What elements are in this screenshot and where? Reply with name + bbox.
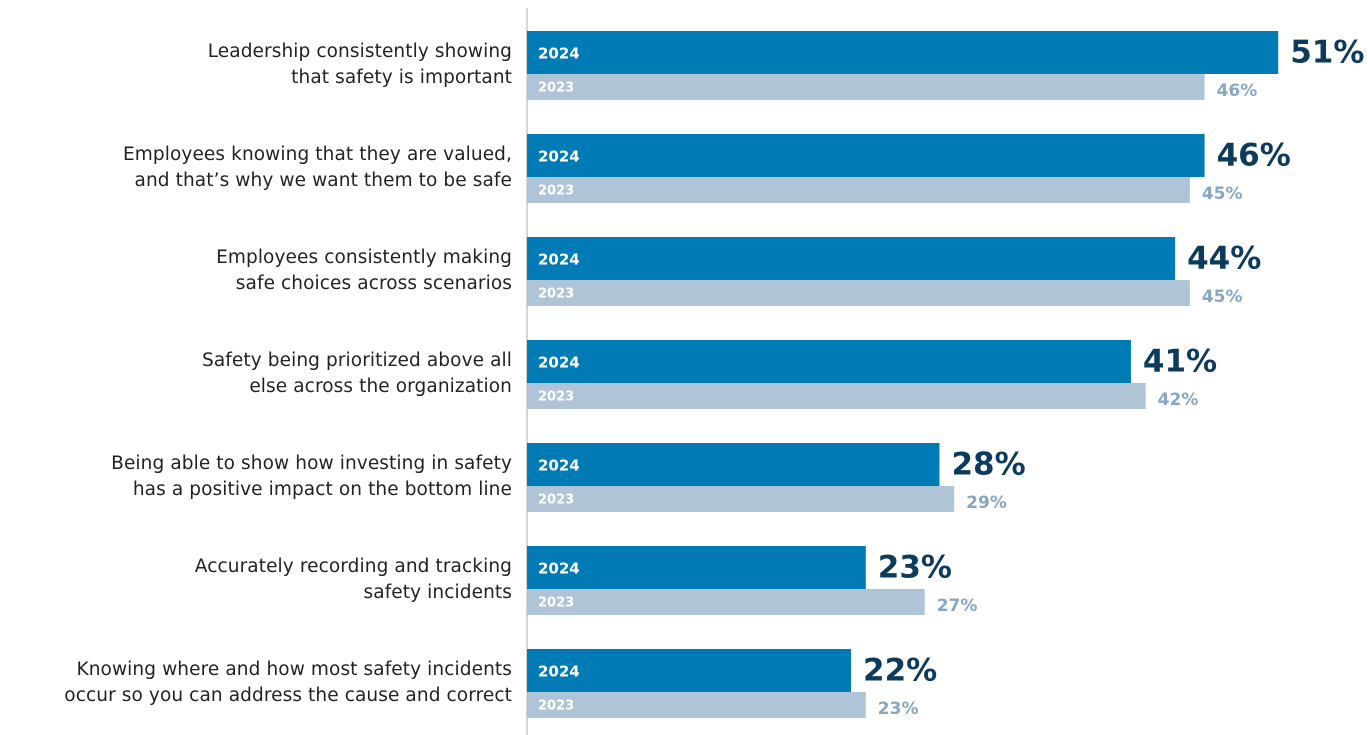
bar (527, 649, 852, 692)
bar (527, 134, 1205, 177)
category-label: Leadership consistently showing that saf… (207, 41, 512, 88)
value-label: 23% (878, 699, 919, 719)
value-label: 45% (1202, 287, 1243, 307)
series-label: 2023 (538, 390, 574, 405)
value-label: 46% (1217, 138, 1291, 174)
series-label: 2024 (538, 251, 580, 269)
series-label: 2024 (538, 148, 580, 166)
series-label: 2023 (538, 81, 574, 96)
value-label: 22% (863, 653, 937, 689)
series-label: 2024 (538, 457, 580, 475)
series-label: 2023 (538, 184, 574, 199)
value-label: 51% (1290, 35, 1364, 71)
category-label: Knowing where and how most safety incide… (64, 659, 512, 706)
bar (527, 177, 1190, 203)
category-label: Safety being prioritized above all else … (202, 350, 512, 397)
series-label: 2023 (538, 287, 574, 302)
category-label: Employees consistently making safe choic… (216, 247, 512, 294)
bar (527, 546, 866, 589)
bar (527, 340, 1131, 383)
value-label: 28% (951, 447, 1025, 483)
value-label: 46% (1217, 81, 1258, 101)
series-label: 2024 (538, 354, 580, 372)
bar (527, 692, 866, 718)
bar (527, 383, 1146, 409)
category-label: Employees knowing that they are valued, … (122, 144, 512, 191)
value-label: 29% (966, 493, 1007, 513)
series-label: 2023 (538, 596, 574, 611)
category-label: Accurately recording and tracking safety… (194, 556, 512, 603)
bar (527, 31, 1279, 74)
series-label: 2024 (538, 560, 580, 578)
bar (527, 443, 940, 486)
value-label: 27% (937, 596, 978, 616)
bar (527, 589, 925, 615)
bar (527, 486, 955, 512)
series-label: 2023 (538, 493, 574, 508)
bar (527, 280, 1190, 306)
series-label: 2024 (538, 45, 580, 63)
value-label: 44% (1187, 241, 1261, 277)
series-label: 2024 (538, 663, 580, 681)
category-label: Being able to show how investing in safe… (111, 453, 512, 500)
bar (527, 74, 1205, 100)
value-label: 41% (1143, 344, 1217, 380)
bar (527, 237, 1176, 280)
value-label: 23% (878, 550, 952, 586)
value-label: 42% (1158, 390, 1199, 410)
value-label: 45% (1202, 184, 1243, 204)
series-label: 2023 (538, 699, 574, 714)
